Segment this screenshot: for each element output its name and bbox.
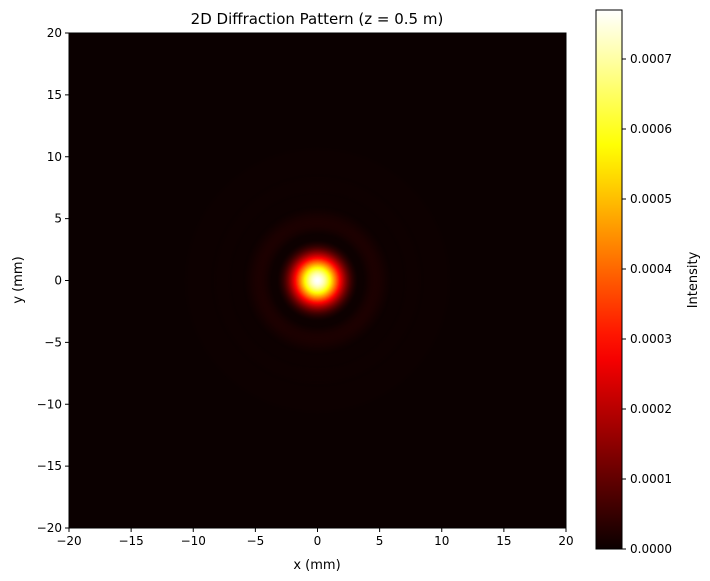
colorbar-tick-label: 0.0003 [630,332,672,346]
x-tick-label: 15 [496,534,511,548]
intensity-peak [316,279,319,282]
colorbar-label: Intensity [686,251,701,308]
colorbar-axis: 0.0000 0.0001 0.0002 0.0003 0.0004 0.0005 0.00… [622,52,672,556]
x-tick-label: 10 [434,534,449,548]
colorbar-tick-label: 0.0005 [630,192,672,206]
x-tick-label: −15 [118,534,143,548]
y-tick-label: −20 [37,521,62,535]
y-tick-label: −10 [37,397,62,411]
x-axis-label: x (mm) [293,558,340,573]
colorbar-tick-label: 0.0006 [630,122,672,136]
x-tick-label: −10 [181,534,206,548]
y-tick-label: 10 [47,150,62,164]
y-axis-label: y (mm) [11,256,26,303]
y-axis: −20 −15 −10 −5 0 5 10 15 20 [37,26,69,535]
y-tick-label: 0 [54,274,62,288]
x-axis: −20 −15 −10 −5 0 5 10 15 20 [56,528,574,548]
heatmap-rings [184,147,451,414]
x-tick-label: −5 [247,534,265,548]
plot-area [69,33,566,528]
chart-title: 2D Diffraction Pattern (z = 0.5 m) [191,10,444,28]
x-tick-label: −20 [56,534,81,548]
colorbar [595,9,623,550]
x-tick-label: 20 [558,534,573,548]
y-tick-label: 20 [47,26,62,40]
colorbar-tick-label: 0.0004 [630,262,672,276]
y-tick-label: −5 [44,335,62,349]
colorbar-tick-label: 0.0002 [630,402,672,416]
y-tick-label: −15 [37,459,62,473]
x-tick-label: 5 [376,534,384,548]
colorbar-tick-label: 0.0000 [630,542,672,556]
y-tick-label: 15 [47,88,62,102]
colorbar-tick-label: 0.0007 [630,52,672,66]
colorbar-tick-label: 0.0001 [630,472,672,486]
x-tick-label: 0 [314,534,322,548]
y-tick-label: 5 [54,212,62,226]
